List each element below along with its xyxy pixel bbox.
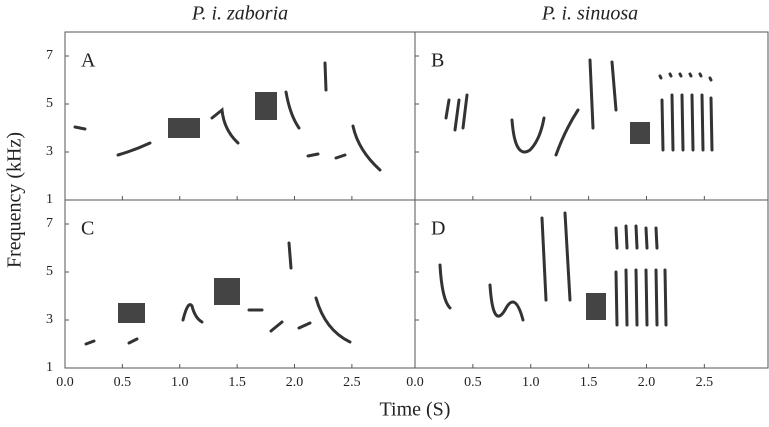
x-tick-label: 0.0 bbox=[406, 375, 424, 390]
x-tick-label: 2.5 bbox=[696, 375, 714, 390]
x-axis-label: Time (S) bbox=[380, 399, 451, 421]
column-title: P. i. zaboria bbox=[191, 3, 288, 25]
panel-label: D bbox=[431, 218, 445, 240]
panel-label: A bbox=[81, 50, 96, 72]
x-tick-label: 1.5 bbox=[228, 375, 246, 390]
x-tick-label: 2.5 bbox=[343, 375, 361, 390]
x-tick-label: 1.5 bbox=[580, 375, 598, 390]
y-tick-label: 1 bbox=[46, 360, 53, 375]
x-tick-label: 0.5 bbox=[114, 375, 132, 390]
x-tick-label: 2.0 bbox=[638, 375, 656, 390]
y-tick-label: 3 bbox=[46, 144, 53, 159]
x-tick-label: 2.0 bbox=[286, 375, 304, 390]
x-tick-label: 1.0 bbox=[171, 375, 189, 390]
y-tick-label: 5 bbox=[46, 96, 53, 111]
y-tick-label: 3 bbox=[46, 312, 53, 327]
x-tick-label: 0.0 bbox=[56, 375, 74, 390]
panel-label: C bbox=[81, 218, 94, 240]
spectrogram-traces bbox=[73, 58, 714, 346]
y-tick-label: 7 bbox=[46, 48, 53, 63]
x-tick-label: 1.0 bbox=[522, 375, 540, 390]
y-tick-label: 1 bbox=[46, 192, 53, 207]
column-title: P. i. sinuosa bbox=[541, 3, 638, 25]
panel-label: B bbox=[431, 50, 444, 72]
x-tick-label: 0.5 bbox=[464, 375, 482, 390]
y-tick-label: 7 bbox=[46, 216, 53, 231]
y-axis-label: Frequency (kHz) bbox=[4, 132, 26, 268]
y-tick-label: 5 bbox=[46, 264, 53, 279]
panel-frame bbox=[64, 31, 416, 201]
panel-frame bbox=[414, 199, 769, 369]
